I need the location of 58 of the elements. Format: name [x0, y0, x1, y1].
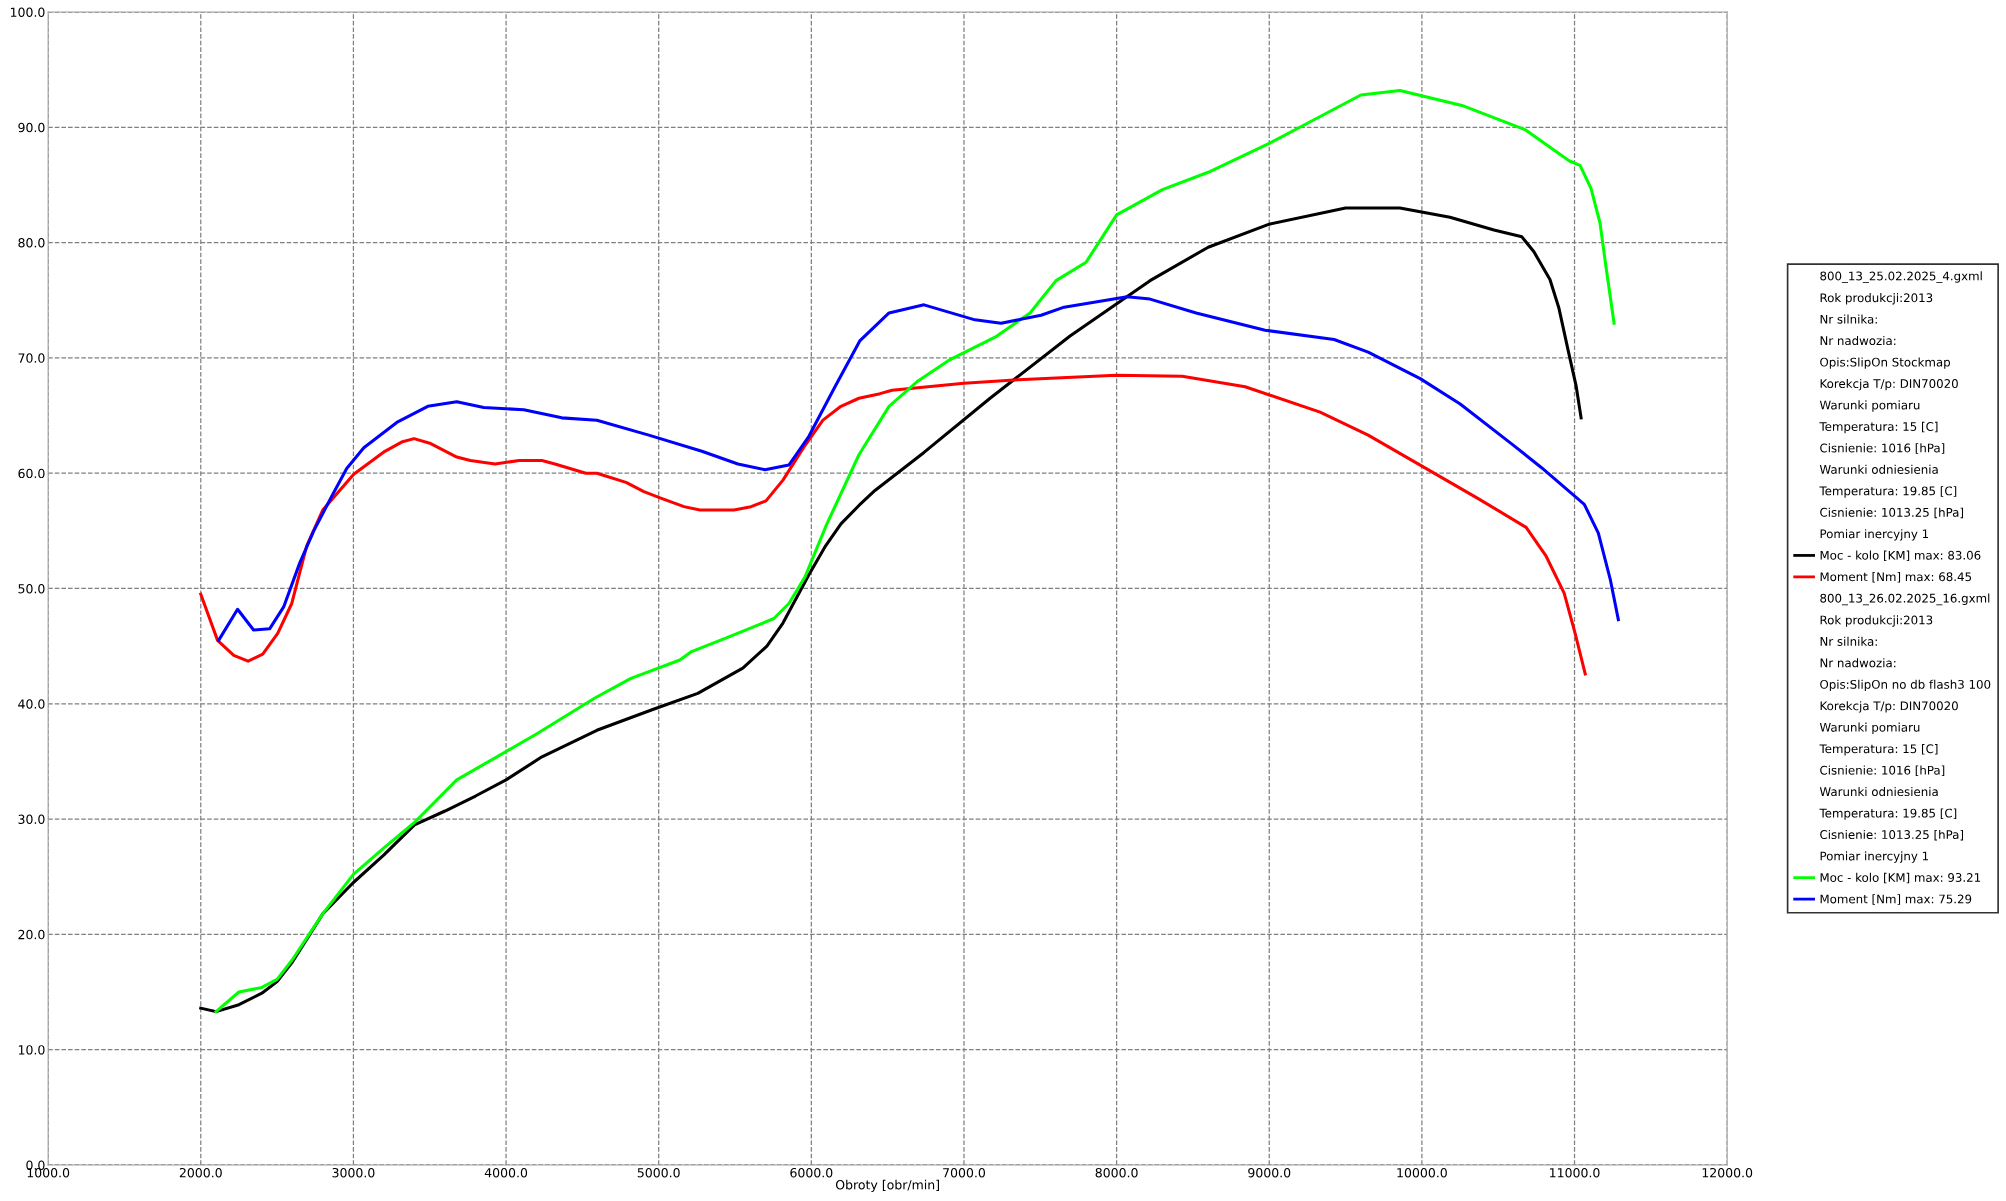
- text: Cisnienie: 1016 [hPa]: [1820, 765, 1945, 777]
- legend-label: Moc - kolo [KM] max: 93.21: [1820, 872, 1981, 884]
- x-tick-label: 8000.0: [1095, 1167, 1138, 1178]
- legend-label: Moment [Nm] max: 75.29: [1820, 894, 1972, 905]
- text: Rok produkcji:2013: [1820, 615, 1933, 627]
- line-series: [199, 373, 1587, 676]
- x-tick-label: 10000.0: [1397, 1167, 1447, 1178]
- line-series: [214, 88, 1616, 1014]
- x-tick-label: 12000.0: [1702, 1167, 1753, 1178]
- text: Warunki pomiaru: [1819, 722, 1920, 735]
- y-tick-label: 80.0: [18, 238, 45, 248]
- text: Warunki odniesienia: [1819, 464, 1938, 474]
- x-axis-title: Obroty [obr/min]: [835, 1179, 939, 1192]
- text: Nr nadwozia:: [1820, 335, 1896, 346]
- x-tick-label: 5000.0: [637, 1167, 680, 1178]
- x-tick-label: 4000.0: [484, 1167, 528, 1178]
- text: 800_13_25.02.2025_4.gxml: [1820, 271, 1982, 284]
- y-tick-label: 10.0: [18, 1045, 45, 1055]
- x-tick-label: 7000.0: [943, 1167, 986, 1178]
- text: Warunki pomiaru: [1819, 400, 1920, 412]
- x-tick-label: 3000.0: [332, 1167, 375, 1178]
- text: Pomiar inercyjny 1: [1820, 529, 1929, 541]
- y-tick-label: 60.0: [18, 468, 45, 479]
- y-tick-label: 90.0: [18, 122, 45, 133]
- text: Rok produkcji:2013: [1820, 293, 1933, 305]
- text: 800_13_26.02.2025_16.gxml: [1820, 593, 1990, 606]
- text: Cisnienie: 1016 [hPa]: [1820, 443, 1945, 454]
- y-tick-label: 50.0: [18, 583, 45, 594]
- text: Nr nadwozia:: [1820, 658, 1896, 668]
- text: Pomiar inercyjny 1: [1820, 851, 1929, 863]
- y-tick-label: 40.0: [18, 699, 45, 709]
- text: Nr silnika:: [1820, 636, 1877, 646]
- legend-label: Moment [Nm] max: 68.45: [1820, 572, 1972, 583]
- y-tick-label: 70.0: [18, 353, 45, 363]
- text: Temperatura: 15 [C]: [1819, 744, 1938, 756]
- x-tick-label: 11000.0: [1550, 1167, 1600, 1178]
- text: Cisnienie: 1013.25 [hPa]: [1820, 507, 1964, 519]
- text: Temperatura: 19.85 [C]: [1819, 486, 1957, 498]
- text: Opis:SlipOn Stockmap: [1820, 357, 1951, 369]
- y-tick-label: 30.0: [18, 814, 45, 825]
- text: Temperatura: 19.85 [C]: [1819, 808, 1957, 820]
- text: Temperatura: 15 [C]: [1819, 421, 1938, 434]
- x-tick-label: 6000.0: [790, 1167, 833, 1178]
- line-series: [217, 295, 1620, 642]
- text: Opis:SlipOn no db flash3 100: [1820, 679, 1991, 692]
- y-tick-label: 100.0: [10, 7, 45, 17]
- legend-label: Moc - kolo [KM] max: 83.06: [1820, 550, 1981, 562]
- text: Cisnienie: 1013.25 [hPa]: [1820, 829, 1964, 841]
- line-series: [199, 206, 1583, 1014]
- x-tick-label: 1000.0: [27, 1167, 70, 1178]
- text: Warunki odniesienia: [1819, 786, 1938, 797]
- text: Nr silnika:: [1820, 314, 1877, 324]
- y-tick-label: 0.0: [26, 1160, 45, 1170]
- y-tick-label: 20.0: [18, 929, 45, 940]
- x-tick-label: 2000.0: [179, 1167, 222, 1178]
- text: Korekcja T/p: DIN70020: [1820, 378, 1958, 391]
- text: Korekcja T/p: DIN70020: [1820, 701, 1958, 713]
- x-tick-label: 9000.0: [1248, 1167, 1291, 1178]
